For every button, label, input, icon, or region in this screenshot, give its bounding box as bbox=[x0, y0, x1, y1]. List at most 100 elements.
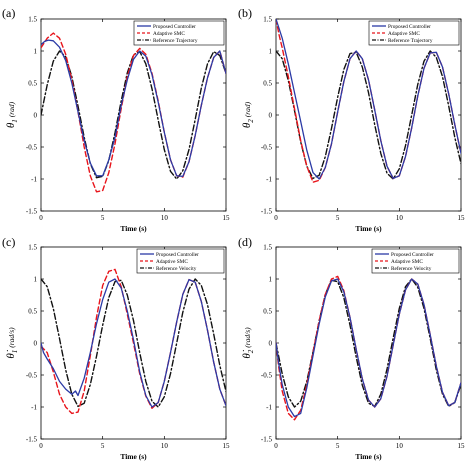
y-tick-label: 1.5 bbox=[263, 244, 272, 252]
x-tick-label: 15 bbox=[458, 442, 466, 450]
legend-label: Adaptive SMC bbox=[153, 31, 185, 37]
y-tick-label: 0 bbox=[269, 340, 273, 348]
panel-label: (b) bbox=[238, 6, 252, 20]
series-line-proposed-controller bbox=[276, 278, 461, 418]
y-axis-label: θ̇1 (rad/s) bbox=[5, 327, 19, 359]
y-tick-label: -0.5 bbox=[26, 372, 38, 380]
series-line-reference-trajectory bbox=[276, 50, 461, 180]
y-tick-label: -1.5 bbox=[261, 208, 273, 216]
legend-label: Reference Velocity bbox=[156, 265, 197, 272]
y-label-subscript: 1 bbox=[11, 350, 19, 354]
y-tick-label: 0.5 bbox=[28, 80, 37, 88]
y-label-unit: (rad) bbox=[243, 101, 252, 117]
y-tick-label: 0 bbox=[34, 112, 38, 120]
y-tick-label: 1.5 bbox=[28, 244, 37, 252]
panel-1: 0 5 10 15 -1.5 -1 -0.5 0 0.5 1 1.5 Proposed Control… bbox=[2, 6, 230, 233]
legend-label: Reference Trajectory bbox=[388, 37, 433, 44]
plot-frame bbox=[40, 18, 227, 212]
x-tick-label: 10 bbox=[161, 442, 169, 450]
y-tick-label: 0.5 bbox=[263, 308, 272, 316]
panel-label: (c) bbox=[2, 235, 15, 249]
legend-label: Reference Trajectory bbox=[153, 37, 198, 44]
series-group bbox=[41, 32, 226, 193]
x-tick-label: 0 bbox=[39, 214, 43, 222]
y-tick-label: -1.5 bbox=[261, 436, 273, 444]
x-axis-label: Time (s) bbox=[120, 452, 147, 461]
panel-label: (d) bbox=[238, 235, 252, 249]
y-label-subscript: 1 bbox=[11, 119, 19, 123]
y-tick-label: -0.5 bbox=[26, 144, 38, 152]
y-tick-label: -1 bbox=[31, 404, 37, 412]
x-axis-label: Time (s) bbox=[355, 224, 382, 233]
x-tick-label: 0 bbox=[274, 442, 278, 450]
y-label-symbol: θ bbox=[241, 122, 253, 128]
y-axis-label: θ1 (rad) bbox=[5, 101, 19, 128]
y-label-unit: (rad) bbox=[7, 101, 16, 117]
y-tick-label: 1 bbox=[269, 48, 273, 56]
y-tick-label: -1 bbox=[266, 176, 272, 184]
y-tick-label: -0.5 bbox=[261, 144, 273, 152]
y-tick-label: -0.5 bbox=[261, 372, 273, 380]
legend-label: Proposed Controller bbox=[388, 24, 431, 30]
x-tick-label: 5 bbox=[336, 214, 340, 222]
series-group bbox=[276, 19, 461, 183]
series-group bbox=[41, 268, 226, 415]
legend-label: Proposed Controller bbox=[391, 252, 434, 258]
y-label-subscript: 2 bbox=[247, 349, 255, 353]
y-tick-label: 1.5 bbox=[263, 16, 272, 24]
legend-label: Proposed Controller bbox=[156, 252, 199, 258]
y-label-unit: (rad/s) bbox=[7, 327, 16, 348]
y-tick-label: 0 bbox=[269, 112, 273, 120]
series-line-reference-velocity bbox=[41, 278, 226, 408]
y-tick-label: -1 bbox=[266, 404, 272, 412]
x-tick-label: 0 bbox=[274, 214, 278, 222]
x-tick-label: 10 bbox=[396, 214, 404, 222]
legend-label: Adaptive SMC bbox=[156, 259, 188, 265]
x-tick-label: 5 bbox=[101, 442, 105, 450]
y-tick-label: 1.5 bbox=[28, 16, 37, 24]
legend-label: Adaptive SMC bbox=[388, 31, 420, 37]
x-tick-label: 0 bbox=[39, 442, 43, 450]
y-axis-label: θ̇2(rad/s) bbox=[241, 327, 255, 359]
legend-label: Proposed Controller bbox=[153, 24, 196, 30]
y-tick-label: 1 bbox=[34, 276, 38, 284]
panel-2: 0 5 10 15 -1.5 -1 -0.5 0 0.5 1 1.5 Proposed Control… bbox=[238, 6, 465, 233]
legend-label: Adaptive SMC bbox=[391, 259, 423, 265]
panel-label: (a) bbox=[2, 6, 15, 20]
y-tick-label: -1.5 bbox=[26, 436, 38, 444]
x-tick-label: 15 bbox=[458, 214, 466, 222]
panel-4: 0 5 10 15 -1.5 -1 -0.5 0 0.5 1 1.5 Proposed Control… bbox=[238, 235, 465, 461]
x-tick-label: 10 bbox=[396, 442, 404, 450]
series-line-proposed-controller bbox=[276, 19, 461, 180]
x-tick-label: 15 bbox=[223, 442, 231, 450]
y-tick-label: 1 bbox=[34, 48, 38, 56]
y-label-symbol: θ̇ bbox=[5, 349, 17, 358]
y-tick-label: 0.5 bbox=[263, 80, 272, 88]
y-label-unit: (rad/s) bbox=[243, 327, 252, 348]
x-tick-label: 15 bbox=[223, 214, 231, 222]
series-line-proposed-controller bbox=[41, 39, 226, 178]
y-tick-label: 0 bbox=[34, 340, 38, 348]
series-line-proposed-controller bbox=[41, 278, 226, 408]
legend-label: Reference Velocity bbox=[391, 265, 432, 272]
x-axis-label: Time (s) bbox=[355, 452, 382, 461]
y-tick-label: -1.5 bbox=[26, 208, 38, 216]
y-tick-label: 1 bbox=[269, 276, 273, 284]
series-group bbox=[276, 275, 461, 421]
x-tick-label: 5 bbox=[101, 214, 105, 222]
x-tick-label: 10 bbox=[161, 214, 169, 222]
y-tick-label: 0.5 bbox=[28, 308, 37, 316]
plot-frame bbox=[275, 18, 462, 212]
panel-3: 0 5 10 15 -1.5 -1 -0.5 0 0.5 1 1.5 Proposed Control… bbox=[2, 235, 230, 461]
plot-frame bbox=[275, 246, 462, 440]
y-axis-label: θ2 (rad) bbox=[241, 101, 255, 128]
y-label-subscript: 2 bbox=[247, 119, 255, 123]
x-tick-label: 5 bbox=[336, 442, 340, 450]
x-axis-label: Time (s) bbox=[120, 224, 147, 233]
y-label-symbol: θ̇ bbox=[241, 349, 253, 358]
